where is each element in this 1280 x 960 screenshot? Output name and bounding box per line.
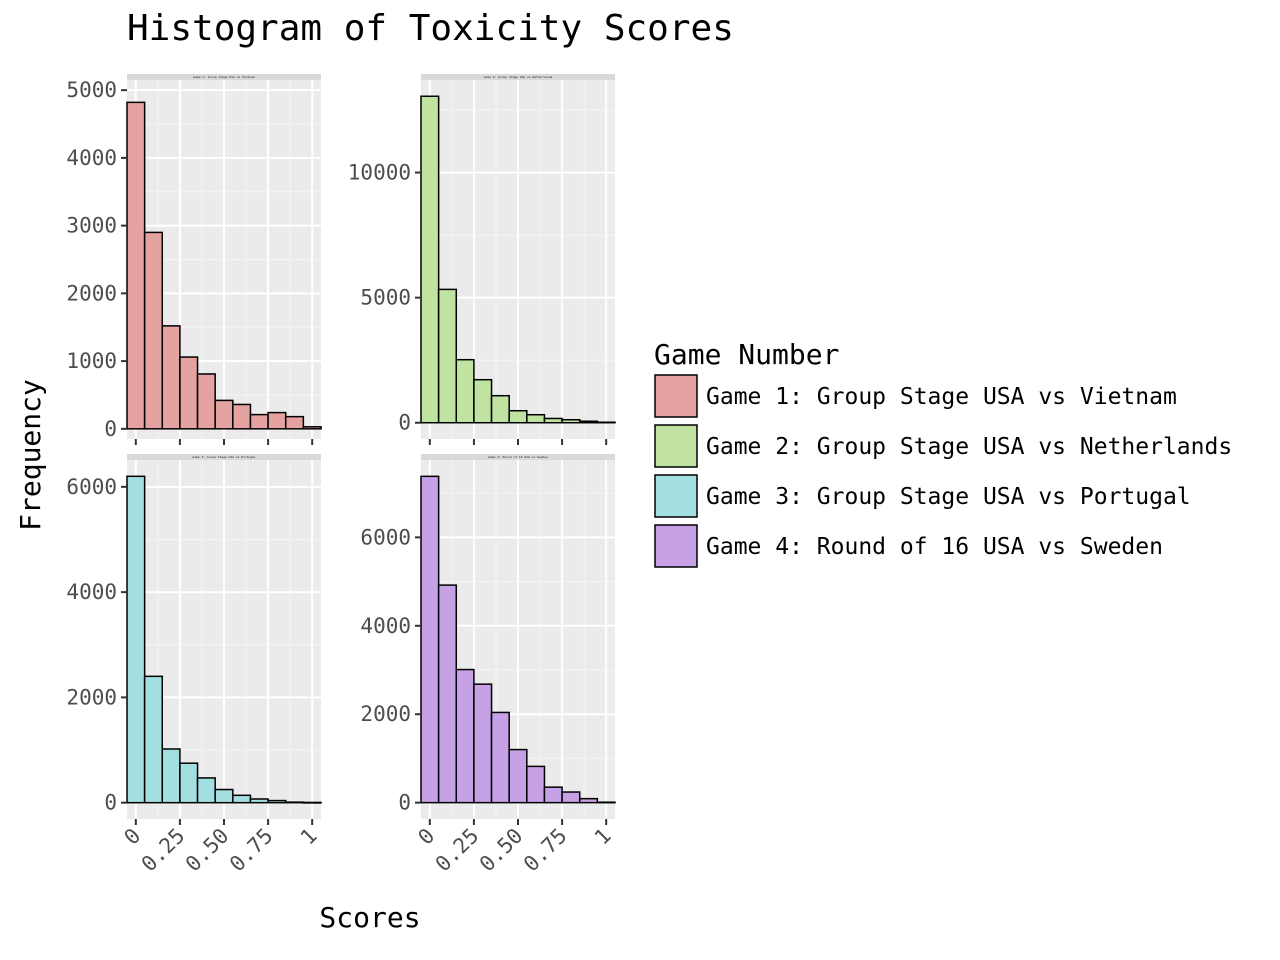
x-tick-label: 0.75 [519,824,572,877]
histogram-bar [267,799,287,804]
facet-strip-label: Game 4: Round of 16 USA vs Sweden [488,455,548,459]
histogram-bar [508,748,528,804]
y-tick-label: 0 [398,411,411,435]
x-tick-label: 0 [119,824,145,850]
histogram-bar [249,413,269,430]
histogram-bar [473,378,493,424]
histogram-bar [596,421,616,424]
legend-label: Game 3: Group Stage USA vs Portugal [706,484,1191,510]
x-tick-label: 0.25 [137,824,190,877]
histogram-bar [232,403,252,430]
facet-strip-label: Game 2: Group Stage USA vs Netherlands [484,75,553,79]
y-tick-label: 3000 [66,214,117,238]
histogram-bar [302,426,322,430]
y-tick-label: 4000 [360,614,411,638]
legend-label: Game 1: Group Stage USA vs Vietnam [706,384,1177,410]
y-tick-label: 0 [104,417,117,441]
histogram-bar [561,791,581,804]
histogram-bar [267,411,287,430]
histogram-bar [578,420,599,424]
histogram-bar [561,418,581,424]
histogram-bar [420,95,440,424]
x-tick-label: 0.50 [475,824,528,877]
histogram-bar [508,409,528,424]
histogram-bar [455,668,475,804]
histogram-bar [161,325,181,430]
x-tick-label: 0 [413,824,439,850]
x-tick-label: 0.25 [431,824,484,877]
y-tick-label: 2000 [66,685,117,709]
y-tick-label: 10000 [348,161,411,185]
histogram-bar [455,358,475,424]
histogram-bar [161,748,181,804]
histogram-bar [302,801,322,804]
histogram-bar [126,475,146,804]
legend: Game Number Game 1: Group Stage USA vs V… [654,338,1232,568]
x-tick-label: 0.75 [225,824,278,877]
histogram-bar [526,413,546,424]
x-tick-label: 1 [590,824,616,850]
legend-key [654,474,698,518]
facet-strip-label: Game 3: Group Stage USA vs Portugal [192,455,255,459]
legend-title: Game Number [654,338,839,371]
legend-label: Game 4: Round of 16 USA vs Sweden [706,534,1163,560]
histogram-bar [179,356,199,430]
facet-strip [127,454,321,460]
histogram-bar [214,788,234,804]
histogram-bar [126,101,146,430]
y-tick-label: 4000 [66,580,117,604]
facet-strip-label: Game 1: Group Stage USA vs Vietnam [193,75,255,79]
facet-strip [421,74,615,80]
y-tick-label: 5000 [66,78,117,102]
histogram-bar [143,231,164,430]
histogram-bar [249,798,269,804]
histogram-bar [196,777,216,804]
facet-panel-2: Game 2: Group Stage USA vs Netherlands 0 5… [348,74,616,445]
histogram-bar [543,417,563,424]
y-tick-label: 1000 [66,349,117,373]
y-tick-label: 2000 [66,281,117,305]
y-tick-label: 4000 [66,146,117,170]
histogram-bar [526,765,546,804]
facet-panels: Game 1: Group Stage USA vs Vietnam010002… [66,74,616,877]
histogram-bar [196,373,216,430]
facet-panel-4: Game 4: Round of 16 USA vs Sweden 0 2000 40… [360,454,616,877]
histogram-bar [596,801,616,804]
legend-key [654,374,698,418]
histogram-bar [232,794,252,804]
chart-title: Histogram of Toxicity Scores [127,8,734,49]
histogram-bar [437,288,458,424]
y-tick-label: 6000 [360,525,411,549]
legend-label: Game 2: Group Stage USA vs Netherlands [706,434,1232,460]
facet-strip [127,74,321,80]
legend-key [654,424,698,468]
histogram-bar [214,399,234,430]
histogram-bar [420,475,440,804]
histogram-bar [578,797,599,804]
y-tick-label: 0 [104,791,117,815]
facet-strip [421,454,615,460]
y-tick-label: 6000 [66,475,117,499]
facet-panel-1: Game 1: Group Stage USA vs Vietnam 0 1000 2… [66,74,322,445]
histogram-bar [490,394,510,424]
y-tick-label: 5000 [360,286,411,310]
histogram-bar [543,786,563,804]
histogram-bar [143,675,164,804]
legend-key [654,524,698,568]
histogram-bar [179,762,199,804]
facet-panel-3: Game 3: Group Stage USA vs Portugal 0 2000… [66,454,322,877]
histogram-bar [473,683,493,804]
y-tick-label: 2000 [360,702,411,726]
x-tick-label: 0.50 [181,824,234,877]
histogram-bar [284,415,305,430]
histogram-bar [490,711,510,804]
histogram-bar [284,801,305,804]
y-axis-title: Frequency [14,379,47,531]
y-tick-label: 0 [398,791,411,815]
histogram-bar [437,584,458,804]
x-tick-label: 1 [296,824,322,850]
x-axis-title: Scores [319,901,420,934]
